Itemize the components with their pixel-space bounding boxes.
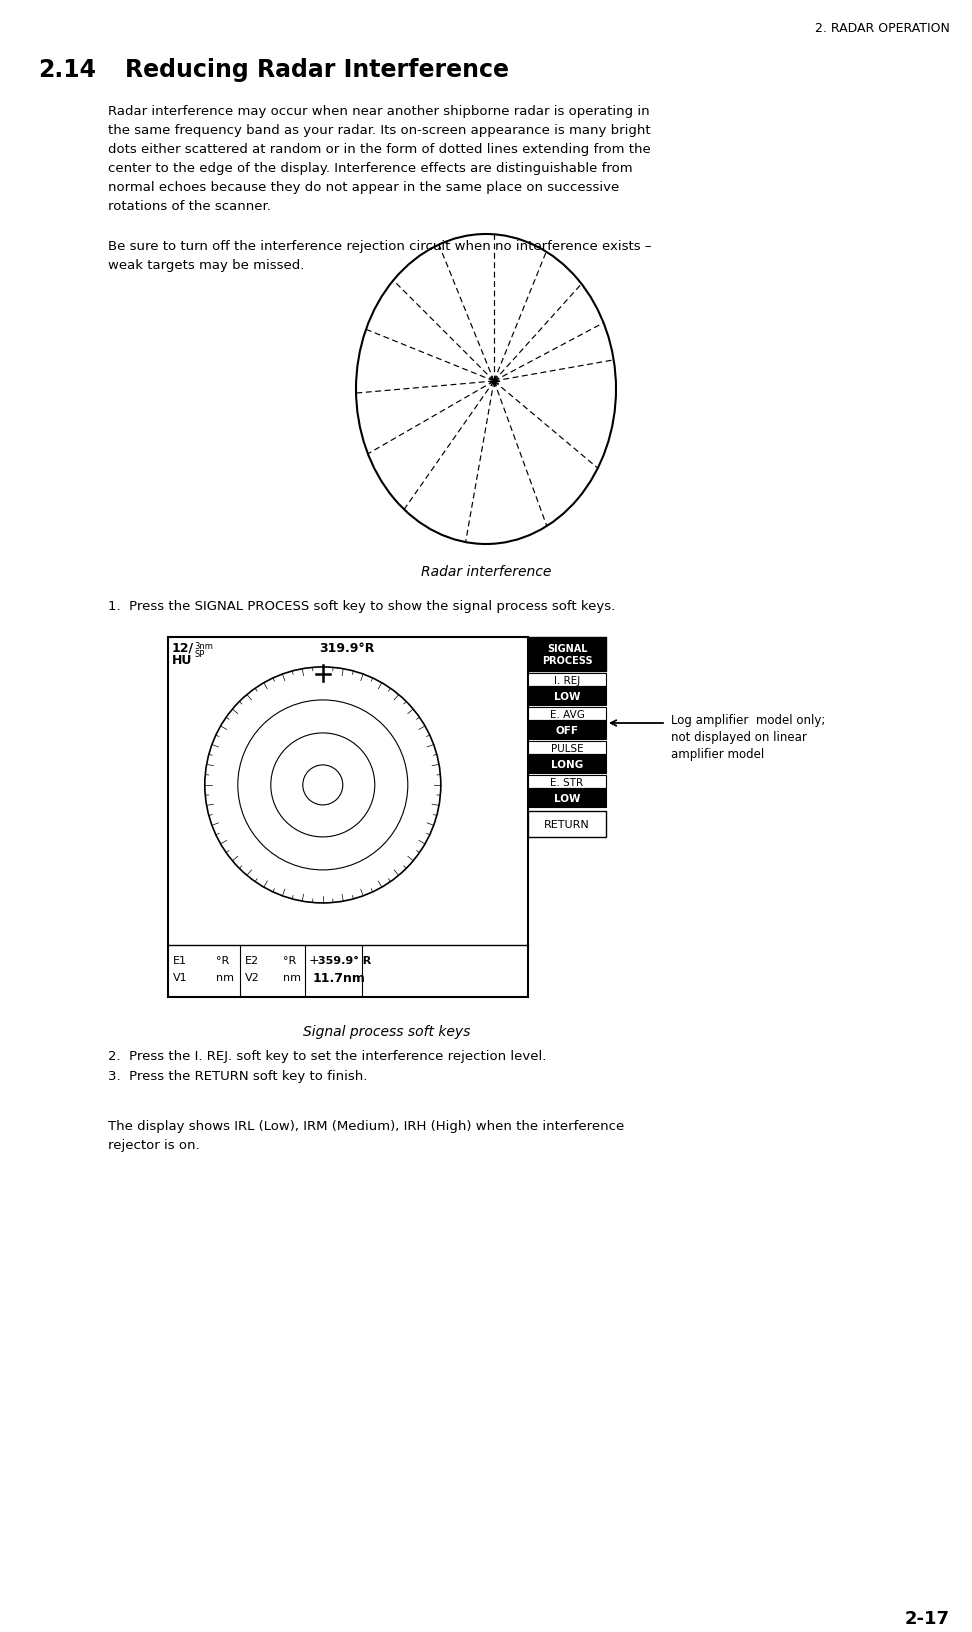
Text: 3.  Press the RETURN soft key to finish.: 3. Press the RETURN soft key to finish. bbox=[108, 1069, 367, 1082]
Text: rotations of the scanner.: rotations of the scanner. bbox=[108, 199, 271, 212]
Text: 3nm: 3nm bbox=[194, 641, 213, 651]
Text: 319.9°R: 319.9°R bbox=[319, 641, 374, 654]
Text: rejector is on.: rejector is on. bbox=[108, 1138, 199, 1151]
Text: nm: nm bbox=[216, 973, 234, 982]
Text: E2: E2 bbox=[245, 955, 260, 965]
Text: normal echoes because they do not appear in the same place on successive: normal echoes because they do not appear… bbox=[108, 181, 619, 194]
Text: center to the edge of the display. Interference effects are distinguishable from: center to the edge of the display. Inter… bbox=[108, 162, 633, 175]
Text: OFF: OFF bbox=[556, 725, 578, 736]
Text: 2-17: 2-17 bbox=[905, 1609, 950, 1627]
Text: Radar interference may occur when near another shipborne radar is operating in: Radar interference may occur when near a… bbox=[108, 104, 649, 118]
Bar bbox=[528, 788, 606, 808]
Text: E1: E1 bbox=[173, 955, 187, 965]
Text: SP: SP bbox=[194, 650, 204, 659]
Text: E. STR: E. STR bbox=[550, 777, 583, 787]
Bar bbox=[168, 638, 528, 997]
Text: Signal process soft keys: Signal process soft keys bbox=[303, 1025, 470, 1038]
Text: SIGNAL
PROCESS: SIGNAL PROCESS bbox=[541, 643, 592, 666]
Text: °R: °R bbox=[216, 955, 229, 965]
Text: Be sure to turn off the interference rejection circuit when no interference exis: Be sure to turn off the interference rej… bbox=[108, 240, 651, 253]
Text: LOW: LOW bbox=[554, 692, 580, 702]
Text: °R: °R bbox=[283, 955, 296, 965]
Text: V1: V1 bbox=[173, 973, 188, 982]
Text: +: + bbox=[309, 953, 320, 966]
Text: 12/: 12/ bbox=[172, 641, 194, 654]
Text: LOW: LOW bbox=[554, 793, 580, 803]
Text: 2.14: 2.14 bbox=[38, 59, 96, 82]
Text: Reducing Radar Interference: Reducing Radar Interference bbox=[125, 59, 509, 82]
Bar bbox=[528, 811, 606, 837]
Text: dots either scattered at random or in the form of dotted lines extending from th: dots either scattered at random or in th… bbox=[108, 144, 650, 157]
Bar bbox=[528, 756, 606, 774]
Text: Log amplifier  model only;
not displayed on linear
amplifier model: Log amplifier model only; not displayed … bbox=[671, 713, 825, 761]
Text: Radar interference: Radar interference bbox=[421, 565, 551, 579]
Text: PULSE: PULSE bbox=[551, 743, 583, 754]
Text: I. REJ: I. REJ bbox=[554, 676, 580, 685]
Bar bbox=[528, 721, 606, 739]
Text: The display shows IRL (Low), IRM (Medium), IRH (High) when the interference: The display shows IRL (Low), IRM (Medium… bbox=[108, 1120, 624, 1133]
Text: LONG: LONG bbox=[551, 759, 583, 769]
Text: 1.  Press the SIGNAL PROCESS soft key to show the signal process soft keys.: 1. Press the SIGNAL PROCESS soft key to … bbox=[108, 599, 615, 612]
Bar bbox=[528, 775, 606, 788]
Text: V2: V2 bbox=[245, 973, 260, 982]
Text: weak targets may be missed.: weak targets may be missed. bbox=[108, 259, 304, 273]
Text: 2. RADAR OPERATION: 2. RADAR OPERATION bbox=[816, 21, 950, 34]
Text: RETURN: RETURN bbox=[544, 819, 590, 829]
Bar bbox=[528, 687, 606, 705]
Bar bbox=[528, 741, 606, 756]
Text: E. AVG: E. AVG bbox=[549, 710, 584, 720]
Text: 2.  Press the I. REJ. soft key to set the interference rejection level.: 2. Press the I. REJ. soft key to set the… bbox=[108, 1049, 546, 1062]
Bar bbox=[528, 674, 606, 687]
Bar bbox=[528, 708, 606, 721]
Text: the same frequency band as your radar. Its on-screen appearance is many bright: the same frequency band as your radar. I… bbox=[108, 124, 650, 137]
Bar bbox=[528, 638, 606, 672]
Text: nm: nm bbox=[283, 973, 300, 982]
Text: HU: HU bbox=[172, 653, 192, 666]
Text: 11.7nm: 11.7nm bbox=[313, 971, 365, 984]
Text: 359.9° R: 359.9° R bbox=[318, 955, 371, 965]
